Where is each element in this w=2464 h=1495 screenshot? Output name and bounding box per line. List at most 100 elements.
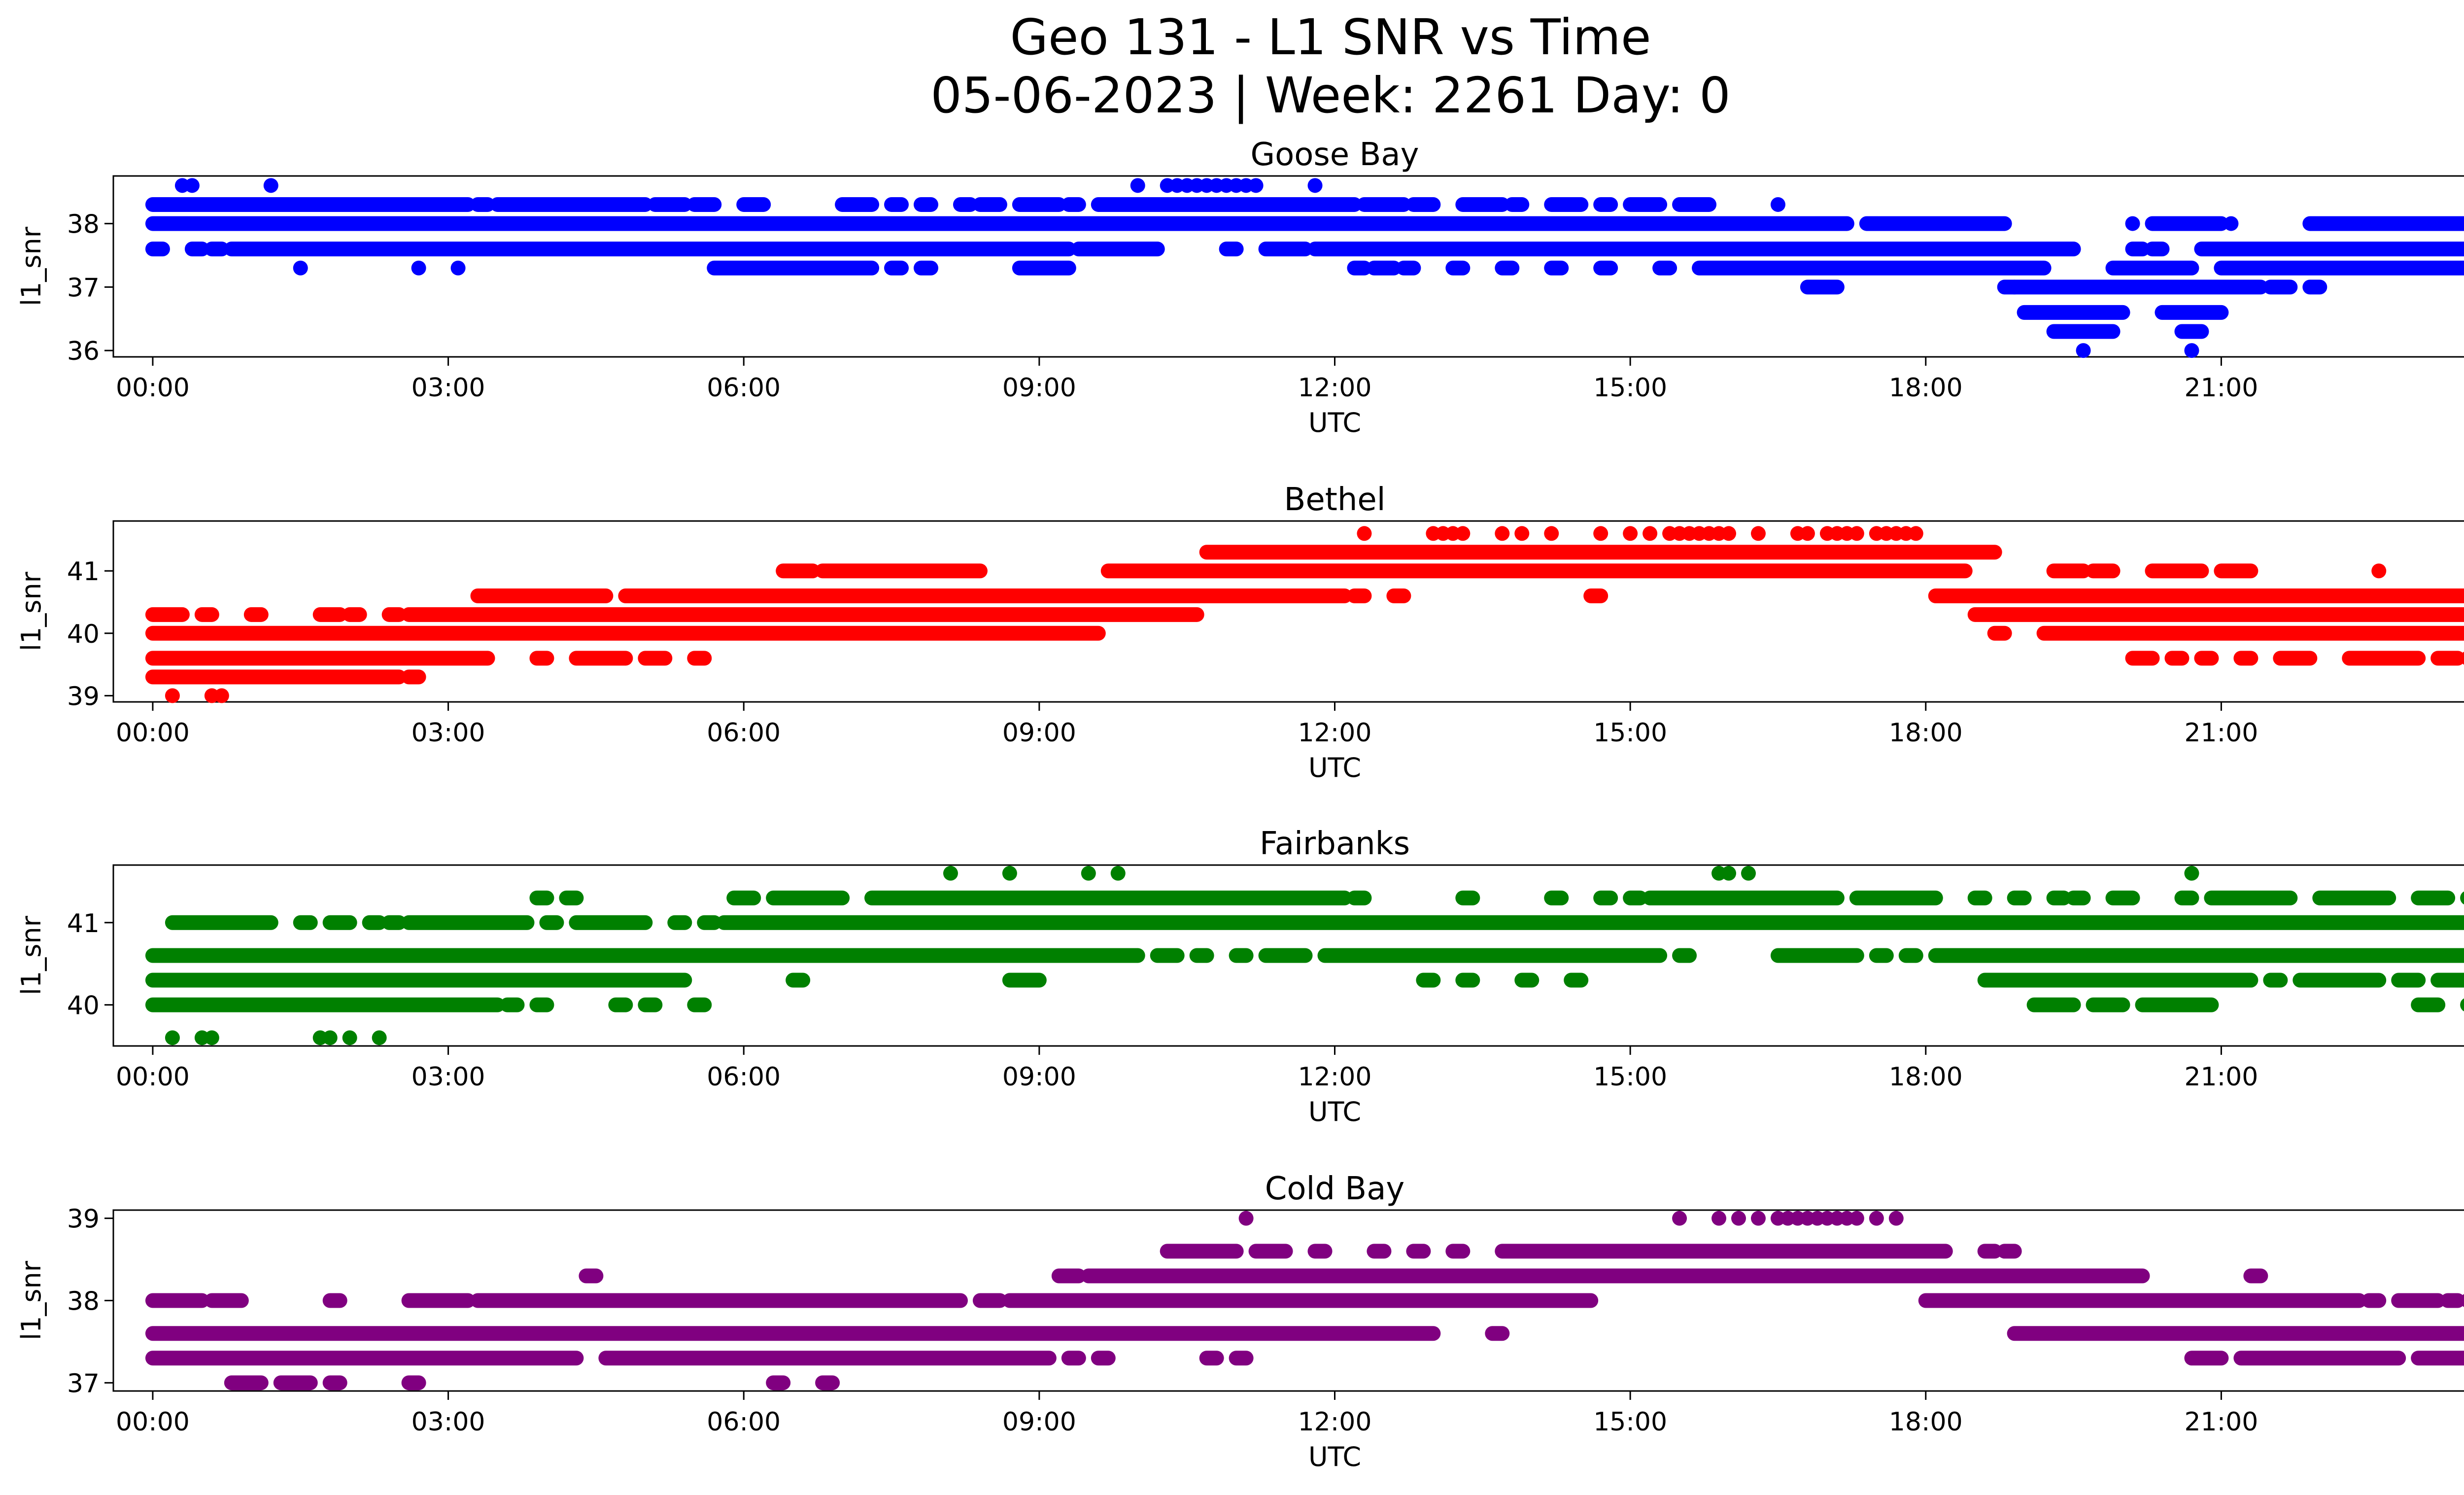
y-tick-label: 40 bbox=[67, 991, 100, 1021]
x-tick-label: 18:00 bbox=[1889, 1407, 1963, 1437]
goose-bay-panel-title: Goose Bay bbox=[1251, 137, 1419, 173]
x-tick-label: 18:00 bbox=[1889, 373, 1963, 403]
x-tick-label: 09:00 bbox=[1002, 718, 1076, 748]
x-tick-label: 12:00 bbox=[1298, 1407, 1372, 1437]
y-tick-label: 40 bbox=[67, 620, 100, 649]
bethel-x-axis-label: UTC bbox=[1308, 752, 1361, 783]
data-point bbox=[1623, 526, 1638, 541]
data-point bbox=[1643, 526, 1658, 541]
data-point bbox=[1514, 526, 1530, 541]
data-point bbox=[1307, 178, 1323, 193]
figure-title-line1: Geo 131 - L1 SNR vs Time bbox=[1010, 8, 1651, 66]
goose-bay-data-points bbox=[145, 178, 2464, 358]
cold-bay-x-axis-label: UTC bbox=[1308, 1441, 1361, 1472]
x-tick-label: 03:00 bbox=[411, 718, 485, 748]
data-point bbox=[1238, 1211, 1254, 1226]
data-point bbox=[1593, 526, 1608, 541]
bethel-data-points bbox=[145, 526, 2464, 703]
bethel-panel-title: Bethel bbox=[1284, 482, 1385, 518]
data-point bbox=[1081, 866, 1096, 881]
data-point bbox=[1908, 526, 1923, 541]
data-point bbox=[204, 1030, 219, 1045]
x-tick-label: 03:00 bbox=[411, 373, 485, 403]
x-tick-label: 18:00 bbox=[1889, 1062, 1963, 1092]
data-point bbox=[411, 260, 426, 276]
data-point bbox=[943, 866, 958, 881]
data-point bbox=[1357, 526, 1372, 541]
x-tick-label: 00:00 bbox=[116, 1062, 190, 1092]
data-point bbox=[2184, 343, 2199, 358]
x-tick-label: 12:00 bbox=[1298, 1062, 1372, 1092]
data-point bbox=[184, 178, 200, 193]
cold-bay-data-points bbox=[145, 1211, 2464, 1391]
x-tick-label: 09:00 bbox=[1002, 373, 1076, 403]
x-tick-label: 06:00 bbox=[707, 373, 781, 403]
data-point bbox=[342, 1030, 357, 1045]
data-point bbox=[2184, 866, 2199, 881]
x-tick-label: 00:00 bbox=[116, 373, 190, 403]
data-point bbox=[1770, 197, 1785, 212]
data-point bbox=[1002, 866, 1017, 881]
data-point bbox=[1849, 526, 1864, 541]
x-tick-label: 15:00 bbox=[1593, 1062, 1667, 1092]
data-point bbox=[214, 688, 229, 703]
x-tick-label: 12:00 bbox=[1298, 373, 1372, 403]
y-tick-label: 38 bbox=[67, 1287, 100, 1317]
bethel-panel: Bethel 00:00 03:00 06:00 09:00 12:00 15:00 18:0… bbox=[16, 482, 2464, 783]
x-tick-label: 15:00 bbox=[1593, 1407, 1667, 1437]
data-point bbox=[372, 1030, 387, 1045]
x-tick-label: 12:00 bbox=[1298, 718, 1372, 748]
x-tick-label: 06:00 bbox=[707, 1407, 781, 1437]
x-tick-label: 06:00 bbox=[707, 1062, 781, 1092]
cold-bay-panel: Cold Bay 00:00 03:00 06:00 09:00 12:00 15:00 18… bbox=[16, 1171, 2464, 1472]
fairbanks-data-points bbox=[145, 866, 2464, 1045]
data-point bbox=[2125, 216, 2140, 231]
cold-bay-panel-title: Cold Bay bbox=[1265, 1171, 1405, 1207]
data-point bbox=[1248, 178, 1264, 193]
data-point bbox=[1721, 866, 1737, 881]
x-tick-label: 03:00 bbox=[411, 1407, 485, 1437]
x-tick-label: 21:00 bbox=[2184, 373, 2258, 403]
data-point bbox=[1110, 866, 1126, 881]
x-tick-label: 21:00 bbox=[2184, 1062, 2258, 1092]
data-point bbox=[1800, 526, 1815, 541]
fairbanks-panel-title: Fairbanks bbox=[1260, 826, 1410, 862]
x-tick-label: 00:00 bbox=[116, 718, 190, 748]
fairbanks-x-axis-label: UTC bbox=[1308, 1096, 1361, 1127]
data-point bbox=[1750, 526, 1766, 541]
data-point bbox=[2371, 563, 2387, 579]
x-tick-label: 06:00 bbox=[707, 718, 781, 748]
x-tick-label: 00:00 bbox=[116, 1407, 190, 1437]
x-tick-label: 18:00 bbox=[1889, 718, 1963, 748]
fairbanks-panel: Fairbanks 00:00 03:00 06:00 09:00 12:00 15:00 1… bbox=[16, 826, 2464, 1127]
y-tick-label: 37 bbox=[67, 1369, 100, 1398]
data-point bbox=[1130, 178, 1145, 193]
data-point bbox=[293, 260, 308, 276]
data-point bbox=[1721, 526, 1737, 541]
y-tick-label: 39 bbox=[67, 682, 100, 711]
x-tick-label: 03:00 bbox=[411, 1062, 485, 1092]
goose-bay-y-axis-label: l1_snr bbox=[16, 226, 47, 306]
y-tick-label: 41 bbox=[67, 557, 100, 587]
fairbanks-y-axis-label: l1_snr bbox=[16, 915, 47, 995]
y-tick-label: 41 bbox=[67, 909, 100, 939]
x-tick-label: 21:00 bbox=[2184, 1407, 2258, 1437]
y-tick-label: 36 bbox=[67, 337, 100, 366]
x-tick-label: 15:00 bbox=[1593, 373, 1667, 403]
x-tick-label: 15:00 bbox=[1593, 718, 1667, 748]
y-tick-label: 37 bbox=[67, 273, 100, 303]
y-tick-label: 39 bbox=[67, 1205, 100, 1234]
goose-bay-x-axis-label: UTC bbox=[1308, 407, 1361, 438]
data-point bbox=[1495, 526, 1510, 541]
data-point bbox=[1711, 1211, 1727, 1226]
data-point bbox=[1869, 1211, 1884, 1226]
x-tick-label: 09:00 bbox=[1002, 1062, 1076, 1092]
data-point bbox=[263, 178, 278, 193]
x-tick-label: 21:00 bbox=[2184, 718, 2258, 748]
data-point bbox=[1455, 526, 1471, 541]
cold-bay-y-axis-label: l1_snr bbox=[16, 1260, 47, 1340]
data-point bbox=[2224, 216, 2239, 231]
data-point bbox=[322, 1030, 338, 1045]
y-tick-label: 38 bbox=[67, 210, 100, 240]
data-point bbox=[165, 1030, 180, 1045]
